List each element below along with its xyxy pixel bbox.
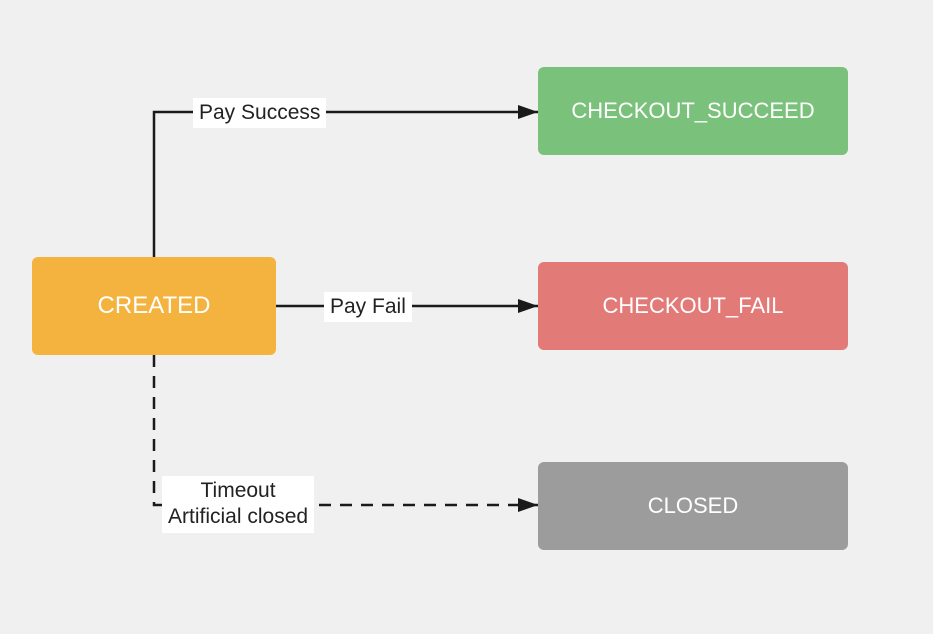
edge-e1-arrow (518, 105, 538, 119)
edge-e3-arrow (518, 498, 538, 512)
edge-e1 (154, 112, 538, 257)
edge-e1-label: Pay Success (193, 98, 326, 128)
edge-e2-arrow (518, 299, 538, 313)
state-node-checkout_succeed-label: CHECKOUT_SUCCEED (571, 98, 814, 124)
state-node-created: CREATED (32, 257, 276, 355)
state-node-checkout_fail-label: CHECKOUT_FAIL (603, 293, 784, 319)
state-node-checkout_fail: CHECKOUT_FAIL (538, 262, 848, 350)
edge-e3-label: Timeout Artificial closed (162, 476, 314, 533)
diagram-canvas: CREATED CHECKOUT_SUCCEED CHECKOUT_FAIL CLOS… (0, 0, 933, 634)
state-node-closed-label: CLOSED (648, 493, 738, 519)
state-node-created-label: CREATED (98, 292, 211, 320)
state-node-closed: CLOSED (538, 462, 848, 550)
state-node-checkout_succeed: CHECKOUT_SUCCEED (538, 67, 848, 155)
edge-e2-label: Pay Fail (324, 292, 412, 322)
